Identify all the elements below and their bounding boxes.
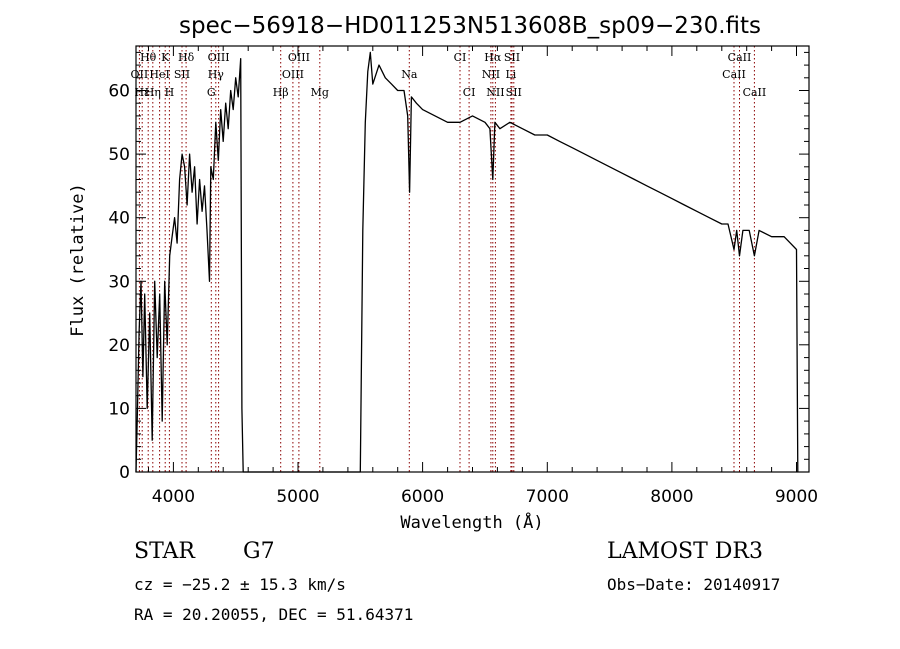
line-label-hei: HeI bbox=[149, 68, 169, 81]
x-tick-label: 4000 bbox=[152, 487, 195, 507]
line-label-sii: SII bbox=[504, 51, 520, 64]
line-label-sii: SII bbox=[506, 86, 522, 99]
y-tick-label: 60 bbox=[108, 82, 130, 102]
x-tick-label: 9000 bbox=[775, 487, 818, 507]
line-label-caii: CaII bbox=[743, 86, 767, 99]
y-tick-label: 50 bbox=[108, 145, 130, 165]
y-tick-label: 20 bbox=[108, 336, 130, 356]
line-label-caii: CaII bbox=[722, 68, 746, 81]
axis-ticks: 4000 5000 6000 7000 8000 9000 0 10 20 30 40 50 60 bbox=[108, 46, 818, 507]
line-label-g: G bbox=[207, 86, 216, 99]
chart-title: spec−56918−HD011253N513608B_sp09−230.fit… bbox=[179, 13, 761, 39]
cz-value: cz = −25.2 ± 15.3 km/s bbox=[134, 575, 346, 594]
spectral-line-markers bbox=[138, 46, 755, 472]
line-label-li: Li bbox=[505, 68, 516, 81]
y-tick-label: 0 bbox=[119, 463, 130, 483]
obs-date: Obs−Date: 20140917 bbox=[607, 575, 781, 594]
line-label-oiii: OIII bbox=[208, 51, 230, 64]
line-label-oiii: OIII bbox=[288, 51, 310, 64]
y-tick-label: 30 bbox=[108, 272, 130, 292]
line-label-ci: CI bbox=[454, 51, 467, 64]
y-tick-label: 40 bbox=[108, 209, 130, 229]
line-label-nii: NII bbox=[486, 86, 504, 99]
y-tick-label: 10 bbox=[108, 399, 130, 419]
line-label-nii: NII bbox=[482, 68, 500, 81]
line-label-h: H bbox=[165, 86, 175, 99]
line-label-hβ: Hβ bbox=[273, 86, 289, 99]
line-label-hε: Hε bbox=[135, 86, 151, 99]
y-axis-label: Flux (relative) bbox=[68, 183, 88, 337]
object-type: STAR bbox=[134, 539, 195, 564]
coordinates: RA = 20.20055, DEC = 51.64371 bbox=[134, 605, 414, 624]
line-label-ci: CI bbox=[463, 86, 476, 99]
line-label-hθ: Hθ bbox=[140, 51, 157, 64]
line-label-oii: OII bbox=[131, 68, 149, 81]
line-label-caii: CaII bbox=[728, 51, 752, 64]
line-label-hα: Hα bbox=[484, 51, 502, 64]
line-label-oiii: OIII bbox=[282, 68, 304, 81]
line-label-hη: Hη bbox=[145, 86, 161, 99]
line-label-mg: Mg bbox=[311, 86, 329, 99]
line-label-sii: SII bbox=[174, 68, 190, 81]
line-label-hδ: Hδ bbox=[178, 51, 195, 64]
plot-frame bbox=[135, 45, 810, 473]
line-label-na: Na bbox=[401, 68, 418, 81]
survey-name: LAMOST DR3 bbox=[607, 539, 763, 564]
line-label-k: K bbox=[161, 51, 170, 64]
x-tick-label: 7000 bbox=[526, 487, 569, 507]
x-tick-label: 8000 bbox=[650, 487, 693, 507]
subclass: G7 bbox=[243, 539, 275, 564]
x-tick-label: 6000 bbox=[401, 487, 444, 507]
x-tick-label: 5000 bbox=[276, 487, 319, 507]
x-axis-label: Wavelength (Å) bbox=[400, 511, 543, 533]
spectrum-line bbox=[135, 51, 799, 473]
line-label-hγ: Hγ bbox=[208, 68, 225, 81]
